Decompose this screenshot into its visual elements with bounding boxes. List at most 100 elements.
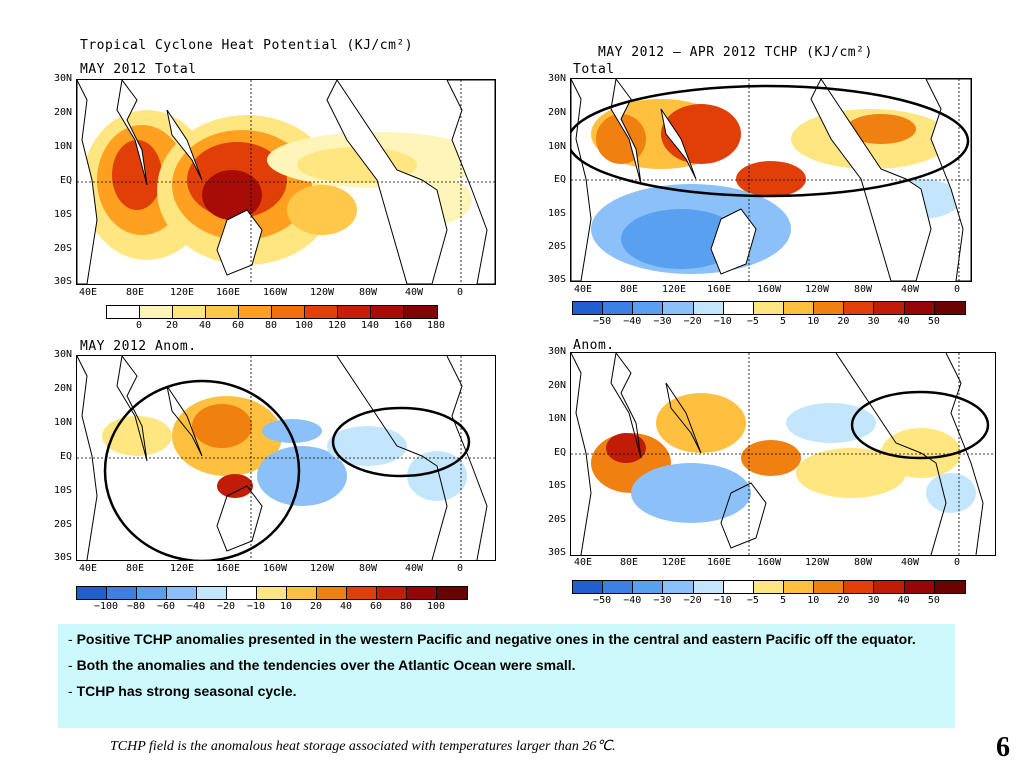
colorbar-swatch (437, 587, 467, 599)
tchp-anomaly-map (76, 355, 496, 561)
highlight-circle (103, 379, 301, 560)
colorbar-tick-label: 40 (339, 601, 353, 612)
colorbar-tick-label: −80 (126, 601, 146, 612)
colorbar (572, 301, 966, 315)
panel-subtitle: MAY 2012 Anom. (80, 339, 197, 354)
tchp-field (591, 393, 976, 523)
colorbar (572, 580, 966, 594)
lat-label: EQ (553, 447, 566, 458)
colorbar-swatch (663, 581, 694, 593)
note-text: Both the anomalies and the tendencies ov… (76, 657, 576, 673)
lon-label: 80W (358, 287, 378, 298)
lon-label: 160W (262, 287, 288, 298)
colorbar-swatch (874, 302, 905, 314)
tchp-tendency-map (570, 78, 972, 282)
colorbar-tick-label: −40 (623, 595, 642, 606)
colorbar-tick-label: 40 (897, 316, 910, 327)
lon-label: 80W (358, 563, 378, 574)
lon-label: 0 (953, 284, 961, 295)
lon-label: 40W (404, 287, 424, 298)
lon-label: 120E (169, 287, 195, 298)
lat-label: EQ (59, 451, 72, 462)
note-text: Positive TCHP anomalies presented in the… (76, 631, 916, 647)
lon-label: 0 (456, 287, 464, 298)
colorbar-tick-label: 100 (426, 601, 446, 612)
colorbar-swatch (140, 306, 173, 318)
colorbar-tick-label: 50 (927, 316, 940, 327)
coastlines (77, 356, 488, 560)
colorbar-tick-label: 100 (294, 320, 314, 331)
lon-label: 40W (900, 557, 920, 568)
colorbar-tick-label: 40 (897, 595, 910, 606)
colorbar-swatch (137, 587, 167, 599)
colorbar-swatch (371, 306, 404, 318)
colorbar (106, 305, 438, 319)
lat-label: 10N (547, 141, 566, 152)
note-item: - Both the anomalies and the tendencies … (68, 656, 945, 674)
colorbar-swatch (603, 581, 634, 593)
lon-label: 120W (309, 563, 335, 574)
colorbar-swatch (844, 302, 875, 314)
colorbar-tick-label: 20 (165, 320, 179, 331)
colorbar-tick-label: 5 (780, 316, 787, 327)
lon-label: 120W (804, 557, 830, 568)
lat-label: 10N (53, 417, 72, 428)
colorbar-tick-label: −5 (746, 316, 759, 327)
colorbar-tick-label: 50 (927, 595, 940, 606)
colorbar-tick-label: 30 (867, 316, 880, 327)
colorbar-swatch (239, 306, 272, 318)
lat-label: 30N (53, 73, 72, 84)
lon-label: 80W (853, 284, 873, 295)
colorbar-swatch (338, 306, 371, 318)
colorbar-tick-label: 80 (399, 601, 413, 612)
note-item: - TCHP has strong seasonal cycle. (68, 682, 945, 700)
colorbar-tick-label: 180 (426, 320, 446, 331)
note-text: TCHP has strong seasonal cycle. (76, 683, 297, 699)
lon-label: 120W (309, 287, 335, 298)
colorbar-swatch (783, 581, 815, 593)
lat-label: 10S (547, 480, 566, 491)
lat-label: 30S (547, 274, 566, 285)
lat-label: 30S (547, 547, 566, 558)
lat-label: 20S (53, 519, 72, 530)
colorbar-tick-label: 60 (231, 320, 245, 331)
lon-label: 40E (573, 557, 593, 568)
note-dash: - (68, 657, 73, 673)
lon-label: 40W (900, 284, 920, 295)
colorbar-tick-label: −30 (653, 595, 672, 606)
lon-label: 40W (404, 563, 424, 574)
colorbar-tick-label: −20 (216, 601, 236, 612)
lon-label: 120E (169, 563, 195, 574)
colorbar-swatch (573, 581, 604, 593)
colorbar-tick-label: −100 (93, 601, 119, 612)
colorbar-tick-label: 80 (264, 320, 278, 331)
colorbar-tick-label: 5 (780, 595, 787, 606)
lon-label: 120E (661, 284, 687, 295)
colorbar-tick-label: −10 (713, 595, 732, 606)
lat-label: 10N (547, 413, 566, 424)
colorbar-swatch (173, 306, 206, 318)
colorbar-tick-label: 40 (198, 320, 212, 331)
colorbar-tick-label: 160 (393, 320, 413, 331)
lon-label: 40E (78, 563, 98, 574)
panel-main-title: Tropical Cyclone Heat Potential (KJ/cm²) (80, 38, 414, 53)
colorbar-tick-label: 20 (309, 601, 323, 612)
colorbar-tick-label: −60 (156, 601, 176, 612)
panel-subtitle: Anom. (573, 338, 615, 353)
lon-label: 120W (804, 284, 830, 295)
lat-label: 30S (53, 552, 72, 563)
colorbar-tick-label: 0 (135, 320, 143, 331)
colorbar-swatch (407, 587, 437, 599)
lon-label: 160W (756, 284, 782, 295)
colorbar-swatch (197, 587, 227, 599)
colorbar-swatch (287, 587, 317, 599)
lat-label: 20N (53, 383, 72, 394)
colorbar-swatch (633, 302, 664, 314)
panel-subtitle: Total (573, 62, 615, 77)
colorbar-tick-label: 10 (279, 601, 293, 612)
colorbar-swatch (693, 581, 724, 593)
colorbar-swatch (663, 302, 694, 314)
colorbar-swatch (844, 581, 875, 593)
lat-label: 20N (547, 107, 566, 118)
colorbar-tick-label: −30 (653, 316, 672, 327)
